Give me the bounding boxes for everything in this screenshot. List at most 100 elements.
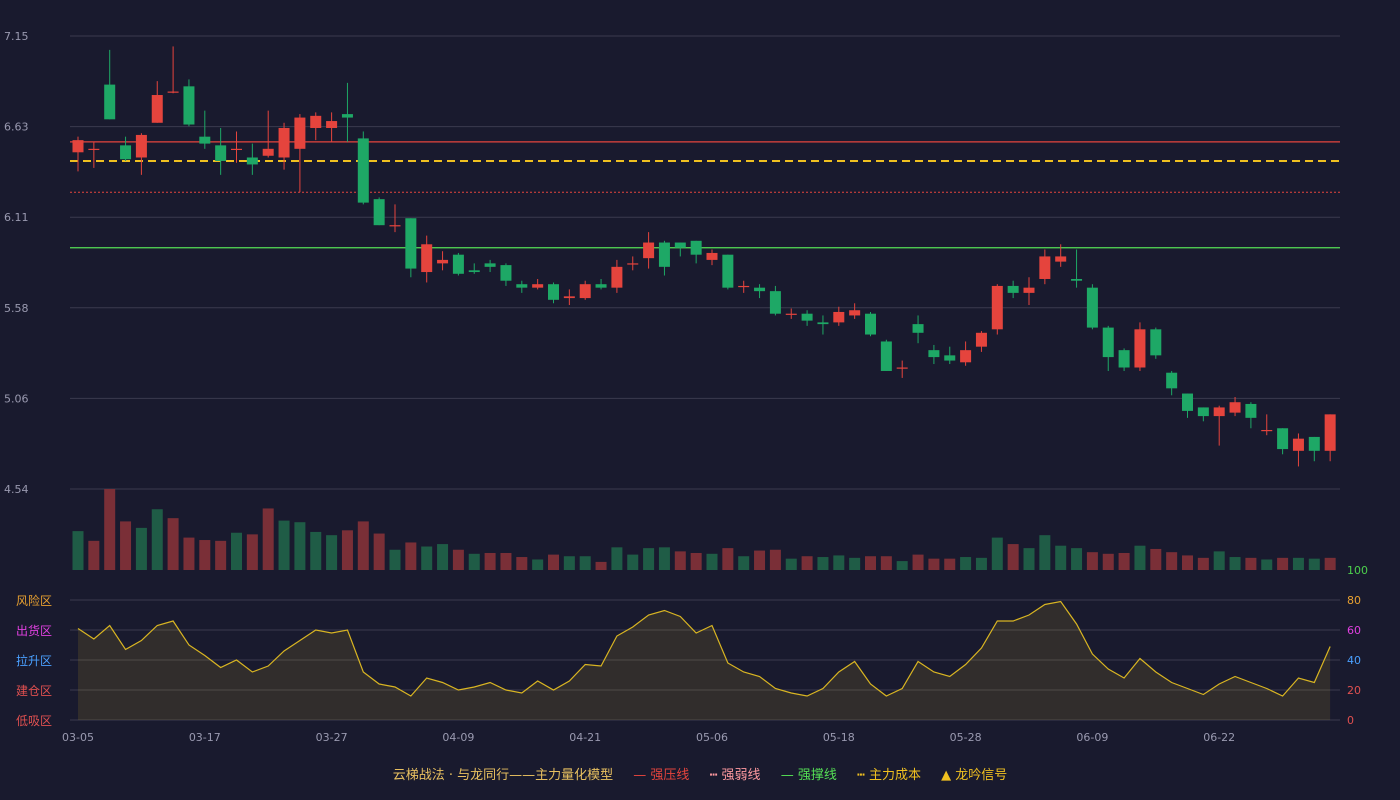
legend-weak[interactable]: ┅ 强弱线 <box>710 768 761 783</box>
candle-body <box>1213 407 1225 417</box>
legend-support-marker: — <box>780 768 798 783</box>
legend-resistance-label: 强压线 <box>650 768 690 783</box>
volume-bar <box>896 561 908 570</box>
candle-body <box>1102 327 1114 358</box>
volume-bar <box>1213 551 1225 570</box>
x-tick-label: 05-18 <box>823 731 855 744</box>
candle-body <box>72 140 84 153</box>
legend-support[interactable]: — 强撑线 <box>781 768 837 783</box>
volume-bar <box>1245 557 1257 570</box>
candle-body <box>991 285 1003 330</box>
volume-bar <box>278 520 290 570</box>
candle-body <box>199 136 211 144</box>
x-tick-label: 06-22 <box>1203 731 1235 744</box>
candle-body <box>643 242 655 259</box>
candle-body <box>579 284 591 299</box>
legend-cost-label: 主力成本 <box>868 768 921 783</box>
candle-body <box>516 284 528 288</box>
volume-bar <box>643 548 655 570</box>
volume-bar <box>563 556 575 570</box>
candle-body <box>262 148 274 156</box>
volume-bar <box>1102 553 1114 570</box>
volume-bar <box>500 552 512 570</box>
zone-label: 出货区 <box>16 623 52 638</box>
volume-bar <box>1197 557 1209 570</box>
candle-body <box>341 114 353 118</box>
candle-body <box>1118 350 1130 368</box>
volume-bar <box>1134 545 1146 570</box>
volume-bar <box>151 509 163 570</box>
volume-bar <box>738 556 750 570</box>
volume-bar <box>658 547 670 570</box>
candle-body <box>722 254 734 288</box>
candle-body <box>452 254 464 274</box>
candle-body <box>833 311 845 323</box>
volume-bar <box>1071 548 1083 570</box>
volume-bar <box>341 530 353 570</box>
volume-bar <box>120 521 132 570</box>
candle-body <box>944 355 956 361</box>
oscillator-area <box>78 601 1331 720</box>
candle-body <box>135 134 147 158</box>
legend-cost-marker: ┅ <box>856 768 869 783</box>
legend-resistance-marker: — <box>633 768 651 783</box>
candle-body <box>1324 414 1336 451</box>
candle-body <box>389 225 401 227</box>
x-tick-label: 04-09 <box>442 731 474 744</box>
candle-body <box>1292 438 1304 451</box>
volume-bar <box>1324 557 1336 570</box>
volume-bar <box>865 556 876 570</box>
volume-bar <box>516 557 528 570</box>
candle-body <box>167 91 179 93</box>
candle-body <box>1134 329 1146 368</box>
volume-bar <box>991 537 1003 570</box>
volume-bar <box>1277 557 1289 570</box>
volume-bar <box>167 518 179 570</box>
legend-support-label: 强撑线 <box>797 768 837 783</box>
candle-body <box>500 265 512 281</box>
volume-bar <box>421 546 433 570</box>
candle-body <box>310 115 322 128</box>
volume-bar <box>183 537 195 570</box>
volume-bar <box>1308 558 1320 570</box>
candle-body <box>849 310 861 316</box>
volume-bar <box>373 533 385 570</box>
volume-bar <box>944 558 956 570</box>
volume-bar <box>310 531 322 570</box>
volume-max-label: 100 <box>1347 564 1368 577</box>
candle-body <box>421 244 433 273</box>
volume-bar <box>960 557 972 570</box>
price-tick-label: 5.58 <box>4 302 29 315</box>
candle-body <box>468 270 480 273</box>
legend-signal[interactable]: ▲ 龙吟信号 <box>941 768 1007 783</box>
legend-weak-label: 强弱线 <box>721 768 761 783</box>
volume-bar <box>357 521 369 570</box>
volume-bar <box>1023 548 1035 570</box>
legend-weak-marker: ┅ <box>709 768 722 783</box>
candle-body <box>1182 393 1193 411</box>
candle-body <box>1277 428 1289 450</box>
volume-bar <box>769 549 781 570</box>
volume-bar <box>912 554 924 570</box>
candle-body <box>1229 402 1241 413</box>
volume-bar <box>326 535 338 570</box>
volume-bar <box>722 548 734 570</box>
x-tick-label: 05-28 <box>950 731 982 744</box>
volume-bar <box>1150 548 1162 570</box>
legend-cost[interactable]: ┅ 主力成本 <box>857 768 921 783</box>
candle-body <box>912 324 924 333</box>
x-tick-label: 03-05 <box>62 731 94 744</box>
volume-bar <box>849 557 861 570</box>
candle-body <box>373 199 385 226</box>
volume-bar <box>833 555 845 570</box>
volume-bar <box>1292 557 1304 570</box>
x-tick-label: 04-21 <box>569 731 601 744</box>
chart-legend: 云梯战法 · 与龙同行——主力量化模型 — 强压线 ┅ 强弱线 — 强撑线 ┅ … <box>0 764 1400 783</box>
x-tick-label: 05-06 <box>696 731 728 744</box>
volume-bar <box>975 557 987 570</box>
legend-resistance[interactable]: — 强压线 <box>633 768 689 783</box>
candle-body <box>294 117 306 149</box>
oscillator-tick-label: 60 <box>1347 624 1361 637</box>
volume-bar <box>1229 557 1241 570</box>
